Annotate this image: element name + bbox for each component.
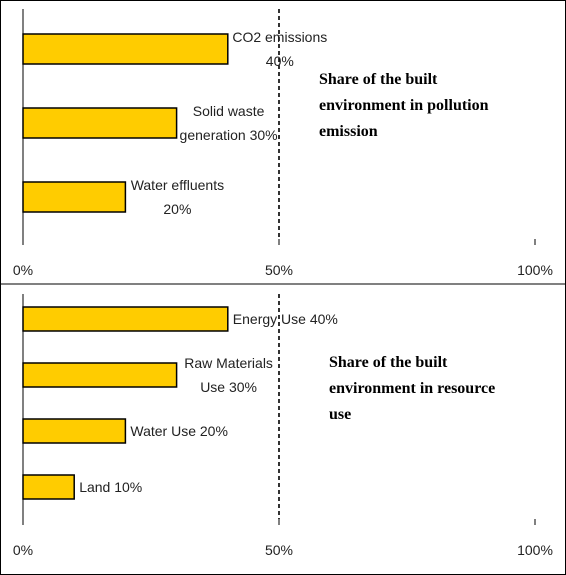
chart-title-line: environment in pollution <box>319 97 489 114</box>
bar-label: Solid waste <box>193 103 265 119</box>
x-tick-label: 0% <box>13 542 33 558</box>
bar <box>22 107 178 139</box>
chart-title-line: environment in resource <box>329 380 495 397</box>
chart-pollution: 0% 50% 100% CO2 emissions 40% Solid waste gene… <box>13 9 553 278</box>
chart-title-line: emission <box>319 123 378 140</box>
x-tick-label: 50% <box>265 542 293 558</box>
bar-label: Water effluents <box>131 177 224 193</box>
x-tick-label: 100% <box>517 542 553 558</box>
x-tick-label: 0% <box>13 262 33 278</box>
bar <box>22 418 127 444</box>
chart-resource-use: 0% 50% 100% Energy Use 40% Raw Materials Use … <box>13 294 553 558</box>
bar <box>22 306 229 332</box>
chart-title-line: Share of the built <box>329 354 448 371</box>
bar-label: generation 30% <box>180 127 278 143</box>
chart-title-line: Share of the built <box>319 71 438 88</box>
bar-label: Water Use 20% <box>130 423 228 439</box>
x-tick-label: 100% <box>517 262 553 278</box>
bar <box>22 362 178 388</box>
bar-label: CO2 emissions <box>232 29 327 45</box>
bar-label: Use 30% <box>200 379 257 395</box>
bar <box>22 474 75 500</box>
bar-label: Land 10% <box>79 479 142 495</box>
bar-label: Raw Materials <box>184 355 273 371</box>
x-tick-label: 50% <box>265 262 293 278</box>
chart-title-line: use <box>329 406 351 423</box>
bar <box>22 33 229 65</box>
bar-label: 40% <box>266 53 294 69</box>
bar-label: Energy Use 40% <box>233 311 338 327</box>
bar <box>22 181 127 213</box>
bar-label: 20% <box>163 201 191 217</box>
